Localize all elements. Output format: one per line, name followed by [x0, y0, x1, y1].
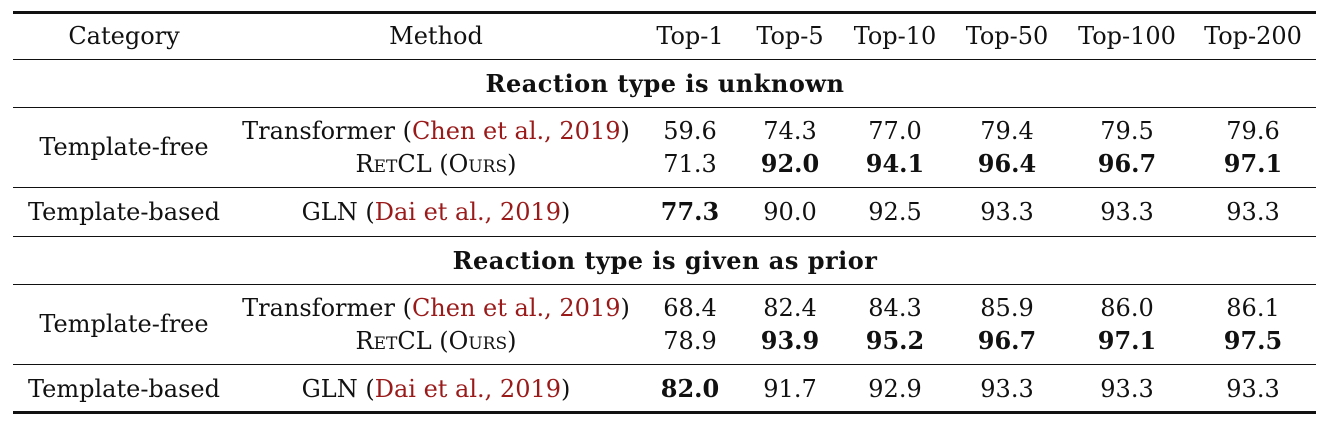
score-cell: 92.9 — [868, 375, 922, 403]
citation-close: ) — [561, 198, 571, 226]
citation-close: ) — [620, 294, 630, 322]
citation-open: ( — [394, 117, 412, 145]
section-title: Reaction type is given as prior — [452, 246, 878, 275]
score-cell: 92.0 — [760, 149, 820, 178]
score-cell: 84.3 — [868, 294, 922, 322]
score-cell: 91.7 — [763, 375, 817, 403]
method-name: GLN — [301, 198, 358, 226]
score-cell: 86.0 — [1100, 294, 1154, 322]
score-cell: 85.9 — [980, 294, 1034, 322]
section-title: Reaction type is unknown — [485, 69, 845, 98]
method-name: Transformer — [242, 294, 395, 322]
citation-close: ) — [620, 117, 630, 145]
score-cell: 82.4 — [763, 294, 817, 322]
column-header: Top-200 — [1204, 22, 1302, 50]
score-cell: 78.9 — [663, 327, 717, 355]
column-header: Category — [68, 22, 180, 50]
column-header: Top-100 — [1078, 22, 1176, 50]
score-cell: 93.3 — [980, 375, 1034, 403]
score-cell: 93.3 — [1226, 198, 1280, 226]
score-cell: 74.3 — [763, 117, 817, 145]
score-cell: 79.6 — [1226, 117, 1280, 145]
score-cell: 93.3 — [1100, 198, 1154, 226]
table-rule — [13, 411, 1316, 414]
score-cell: 71.3 — [663, 150, 717, 178]
score-cell: 59.6 — [663, 117, 717, 145]
citation-link[interactable]: Dai et al., 2019 — [374, 198, 562, 226]
column-header: Top-1 — [656, 22, 724, 50]
citation-open: ( — [394, 294, 412, 322]
score-cell: 96.7 — [1097, 149, 1157, 178]
score-cell: 82.0 — [660, 374, 720, 403]
column-header: Method — [389, 22, 483, 50]
score-cell: 77.3 — [660, 197, 720, 226]
score-cell: 93.3 — [1100, 375, 1154, 403]
table-rule — [13, 11, 1316, 14]
citation-link[interactable]: Chen et al., 2019 — [411, 117, 621, 145]
method-name: RetCL (Ours) — [355, 327, 517, 355]
method-label: GLN (Dai et al., 2019) — [302, 197, 571, 227]
score-cell: 79.5 — [1100, 117, 1154, 145]
method-label: Transformer (Chen et al., 2019) — [242, 116, 630, 146]
score-cell: 96.7 — [977, 326, 1037, 355]
table-rule — [13, 284, 1316, 286]
score-cell: 94.1 — [865, 149, 925, 178]
table-rule — [13, 364, 1316, 366]
category-label: Template-based — [28, 375, 220, 403]
citation-open: ( — [357, 198, 375, 226]
category-label: Template-free — [39, 133, 209, 161]
method-label: RetCL (Ours) — [356, 326, 517, 356]
column-header: Top-50 — [965, 22, 1049, 50]
column-header: Top-10 — [853, 22, 937, 50]
table-rule — [13, 107, 1316, 109]
score-cell: 97.5 — [1223, 326, 1283, 355]
table-rule — [13, 59, 1316, 61]
score-cell: 86.1 — [1226, 294, 1280, 322]
score-cell: 77.0 — [868, 117, 922, 145]
method-name: GLN — [301, 375, 358, 403]
table-rule — [13, 187, 1316, 189]
score-cell: 93.9 — [760, 326, 820, 355]
score-cell: 92.5 — [868, 198, 922, 226]
method-label: Transformer (Chen et al., 2019) — [242, 293, 630, 323]
score-cell: 95.2 — [865, 326, 925, 355]
score-cell: 97.1 — [1097, 326, 1157, 355]
citation-link[interactable]: Chen et al., 2019 — [411, 294, 621, 322]
method-label: GLN (Dai et al., 2019) — [302, 374, 571, 404]
citation-link[interactable]: Dai et al., 2019 — [374, 375, 562, 403]
method-label: RetCL (Ours) — [356, 149, 517, 179]
score-cell: 90.0 — [763, 198, 817, 226]
score-cell: 79.4 — [980, 117, 1034, 145]
citation-close: ) — [561, 375, 571, 403]
score-cell: 68.4 — [663, 294, 717, 322]
citation-open: ( — [357, 375, 375, 403]
method-name: RetCL (Ours) — [355, 150, 517, 178]
score-cell: 93.3 — [980, 198, 1034, 226]
score-cell: 97.1 — [1223, 149, 1283, 178]
category-label: Template-free — [39, 310, 209, 338]
score-cell: 96.4 — [977, 149, 1037, 178]
score-cell: 93.3 — [1226, 375, 1280, 403]
method-name: Transformer — [242, 117, 395, 145]
category-label: Template-based — [28, 198, 220, 226]
table-rule — [13, 236, 1316, 238]
column-header: Top-5 — [756, 22, 824, 50]
